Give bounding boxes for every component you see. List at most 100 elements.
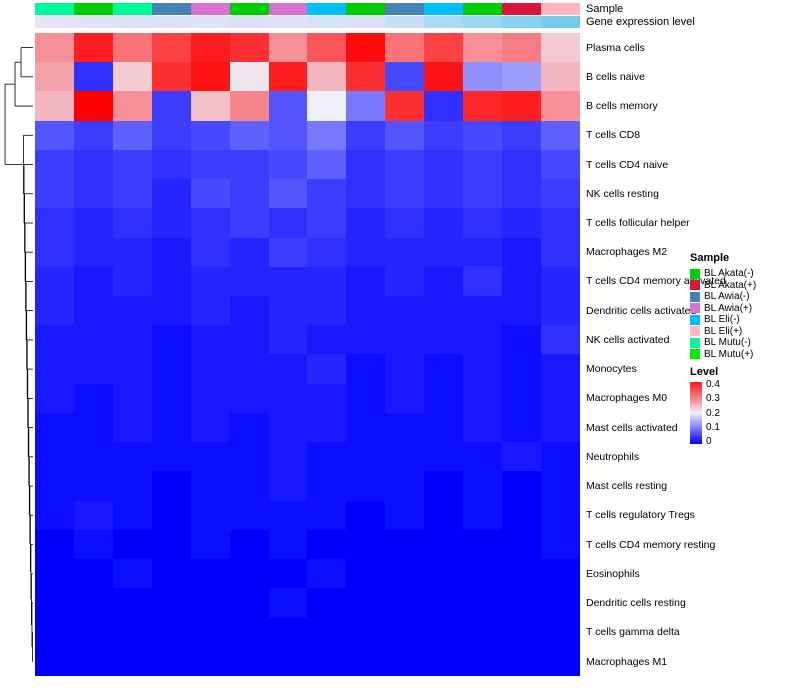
heatmap-cell	[502, 33, 542, 63]
heatmap-cell	[541, 208, 580, 238]
heatmap-cell	[229, 325, 269, 355]
heatmap-cell	[35, 91, 74, 121]
sample-annotation-segment	[112, 3, 152, 15]
row-label: Mast cells resting	[586, 480, 668, 493]
heatmap-cell	[151, 617, 191, 647]
expression-annotation-segment	[346, 16, 386, 28]
heatmap-cell	[190, 237, 230, 267]
row-label: Macrophages M1	[586, 655, 668, 668]
heatmap-cell	[112, 412, 152, 443]
heatmap-cell	[73, 237, 113, 267]
expression-annotation-segment	[229, 16, 269, 28]
heatmap-cell	[463, 529, 503, 560]
heatmap-cell	[151, 237, 191, 267]
row-label: Dendritic cells resting	[586, 597, 686, 610]
heatmap-cell	[307, 179, 347, 209]
sample-legend-item: BL Awia(-)	[690, 291, 756, 303]
heatmap-cell	[35, 296, 74, 326]
heatmap-cell	[424, 617, 464, 647]
heatmap-cell	[229, 266, 269, 297]
heatmap-cell	[385, 62, 425, 92]
heatmap-cell	[385, 588, 425, 618]
heatmap-cell	[541, 296, 580, 326]
heatmap-cell	[229, 179, 269, 209]
expression-annotation-segment	[35, 16, 74, 28]
heatmap-cell	[112, 266, 152, 297]
legend-label: BL Mutu(+)	[704, 348, 754, 360]
heatmap-cell	[112, 646, 152, 676]
heatmap-cell	[268, 442, 308, 472]
heatmap-cell	[73, 383, 113, 413]
heatmap-cell	[307, 412, 347, 443]
expression-annotation-segment	[385, 16, 425, 28]
heatmap-cell	[307, 325, 347, 355]
heatmap-cell	[229, 120, 269, 150]
heatmap-cell	[151, 91, 191, 121]
heatmap-cell	[35, 442, 74, 472]
heatmap-cell	[35, 646, 74, 676]
heatmap-cell	[268, 383, 308, 413]
heatmap-cell	[229, 412, 269, 443]
heatmap-cell	[112, 617, 152, 647]
legend-swatch-icon	[690, 314, 700, 325]
heatmap-cell	[463, 266, 503, 297]
heatmap-cell	[35, 617, 74, 647]
legend-label: BL Awia(-)	[704, 291, 750, 303]
heatmap-cell	[307, 646, 347, 676]
heatmap-cell	[229, 237, 269, 267]
sample-legend-item: BL Mutu(+)	[690, 349, 756, 361]
row-label: Plasma cells	[586, 41, 645, 54]
level-tick-label: 0.2	[706, 407, 720, 419]
heatmap-cell	[190, 325, 230, 355]
heatmap-cell	[35, 325, 74, 355]
sample-annotation-bar	[35, 3, 580, 15]
heatmap-cell	[307, 296, 347, 326]
heatmap-cell	[502, 120, 542, 150]
heatmap-cell	[346, 325, 386, 355]
level-tick-label: 0.4	[706, 379, 720, 390]
heatmap-cell	[424, 442, 464, 472]
heatmap-cell	[463, 646, 503, 676]
heatmap-cell	[73, 62, 113, 92]
level-tick-label: 0.3	[706, 393, 720, 405]
heatmap-cell	[35, 354, 74, 384]
heatmap-cell	[73, 588, 113, 618]
heatmap-cell	[35, 266, 74, 297]
legend-swatch-icon	[690, 337, 700, 348]
heatmap-cell	[307, 33, 347, 63]
heatmap-cell	[73, 33, 113, 63]
row-label: T cells CD4 naive	[586, 158, 669, 171]
heatmap-cell	[346, 237, 386, 267]
heatmap-cell	[541, 471, 580, 501]
heatmap-cell	[112, 354, 152, 384]
heatmap-cell	[502, 208, 542, 238]
heatmap-cell	[268, 33, 308, 63]
heatmap-cell	[73, 296, 113, 326]
heatmap-cell	[151, 559, 191, 589]
heatmap-cell	[385, 208, 425, 238]
heatmap-cell	[73, 442, 113, 472]
heatmap-cell	[424, 208, 464, 238]
heatmap-cell	[463, 500, 503, 530]
heatmap-cell	[502, 617, 542, 647]
heatmap-cell	[190, 179, 230, 209]
sample-annotation-segment	[307, 3, 347, 15]
heatmap-cell	[35, 529, 74, 560]
heatmap-cell	[307, 149, 347, 180]
sample-annotation-segment	[268, 3, 308, 15]
heatmap-cell	[35, 588, 74, 618]
heatmap-cell	[112, 296, 152, 326]
heatmap-cell	[190, 62, 230, 92]
heatmap-cell	[541, 383, 580, 413]
heatmap-cell	[385, 33, 425, 63]
heatmap-cell	[229, 91, 269, 121]
heatmap-cell	[541, 617, 580, 647]
heatmap-cell	[541, 412, 580, 443]
heatmap-cell	[502, 296, 542, 326]
heatmap-cell	[229, 529, 269, 560]
heatmap-cell	[229, 471, 269, 501]
heatmap-cell	[307, 529, 347, 560]
level-gradient-bar	[690, 382, 702, 444]
legend-label: BL Awia(+)	[704, 302, 753, 314]
heatmap-cell	[268, 149, 308, 180]
